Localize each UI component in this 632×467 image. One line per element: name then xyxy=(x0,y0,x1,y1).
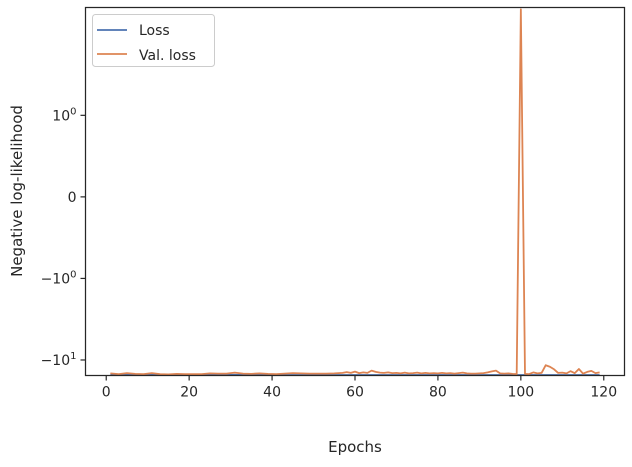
x-axis-ticks: 0 20 40 60 80 100 120 xyxy=(102,375,617,401)
x-tick-label: 0 xyxy=(102,385,111,401)
x-tick-label: 80 xyxy=(429,385,447,401)
series-line-val-loss xyxy=(110,8,600,376)
x-tick-label: 60 xyxy=(346,385,364,401)
y-tick-label: 0 xyxy=(68,190,77,206)
x-axis-label: Epochs xyxy=(328,438,382,456)
y-tick-label: 100 xyxy=(52,106,76,124)
legend: Loss Val. loss xyxy=(92,14,215,67)
y-axis-ticks: 100 0 −100 −101 xyxy=(41,106,86,369)
legend-label-val-loss: Val. loss xyxy=(139,48,196,64)
x-tick-label: 20 xyxy=(180,385,198,401)
y-tick-label: −100 xyxy=(41,269,77,287)
x-tick-label: 100 xyxy=(507,385,534,401)
legend-label-loss: Loss xyxy=(139,23,170,39)
y-axis-label: Negative log-likelihood xyxy=(8,105,26,277)
x-tick-label: 40 xyxy=(263,385,281,401)
y-tick-label: −101 xyxy=(41,351,77,369)
x-tick-label: 120 xyxy=(590,385,617,401)
